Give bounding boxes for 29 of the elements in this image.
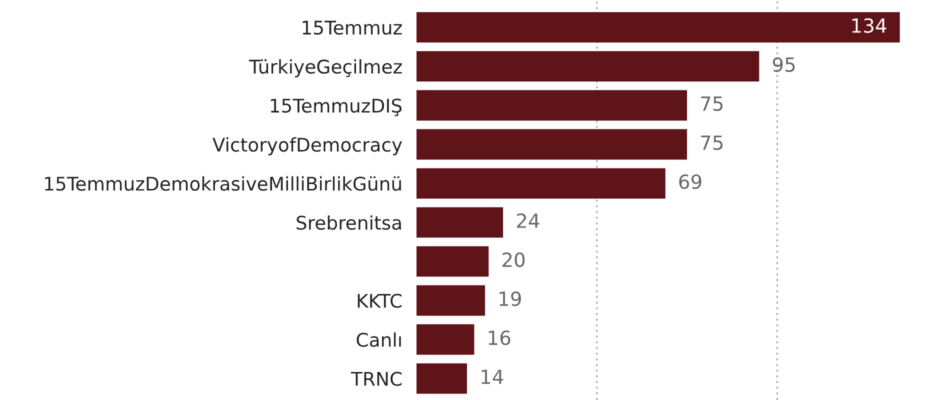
data-label: 134 [852,18,886,33]
data-label: 24 [516,213,540,228]
y-tick-label: Canlı [356,332,401,347]
bar [416,363,467,394]
data-label: 95 [772,57,795,72]
bar [416,324,474,355]
y-tick-label: VictoryofDemocracy [212,137,402,156]
bar [416,51,760,82]
data-label: 75 [701,136,723,150]
bar [416,246,489,277]
y-tick-label: KKTC [358,294,402,308]
y-tick-label: 15Temmuz [302,20,402,35]
data-label: 16 [488,330,510,346]
y-tick-label: TürkiyeGeçilmez [248,59,402,78]
data-label: 69 [679,174,702,190]
y-tick-label: Srebrenitsa [296,215,401,230]
data-label: 20 [502,252,525,268]
y-tick-label: 15TemmuzDemokrasiveMilliBirlikGünü [45,176,401,191]
bar [416,12,900,43]
data-label: 75 [701,96,723,112]
data-label: 14 [482,370,504,384]
bar [416,168,666,199]
bar [416,285,486,316]
bar [416,129,688,160]
bar [416,207,504,238]
y-tick-label: 15TemmuzDIŞ [270,98,402,116]
data-label: 19 [500,291,521,306]
bar [416,90,688,121]
y-tick-label: TRNC [350,372,402,386]
